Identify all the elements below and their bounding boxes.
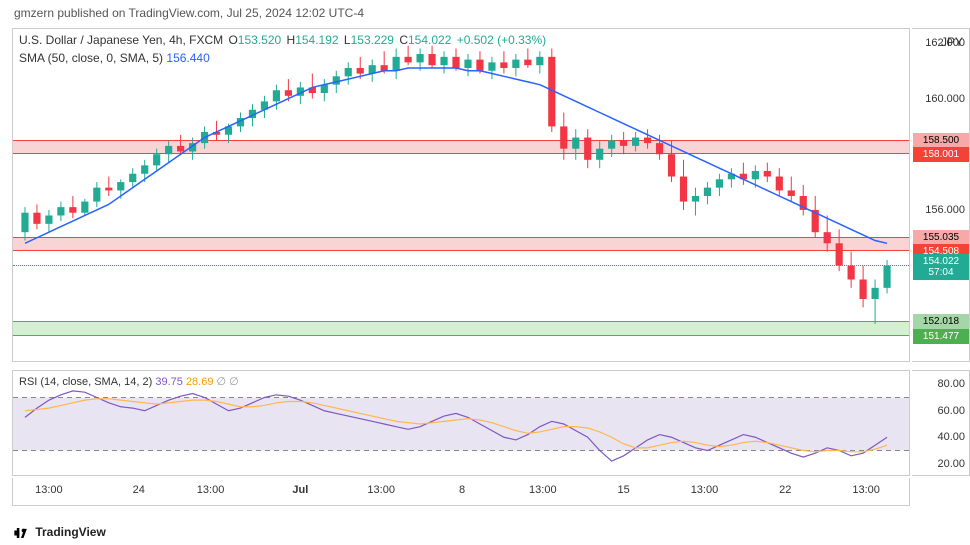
- rsi-tick-label: 20.00: [937, 458, 965, 470]
- x-tick-label: 24: [133, 484, 145, 496]
- publisher: gmzern: [14, 6, 54, 20]
- rsi-tick-label: 40.00: [937, 431, 965, 443]
- rsi-label: RSI (14, close, SMA, 14, 2): [19, 376, 152, 388]
- price-tag: 155.035: [913, 230, 969, 245]
- x-tick-label: 13:00: [367, 484, 395, 496]
- x-tick-label: 13:00: [691, 484, 719, 496]
- rsi-tick-label: 60.00: [937, 405, 965, 417]
- main-chart[interactable]: U.S. Dollar / Japanese Yen, 4h, FXCM O15…: [12, 28, 910, 362]
- publish-header: gmzern published on TradingView.com, Jul…: [14, 6, 364, 20]
- y-tick-label: 156.000: [925, 204, 965, 216]
- price-canvas: [13, 29, 909, 361]
- tradingview-logo-icon: [14, 528, 28, 538]
- symbol-title: U.S. Dollar / Japanese Yen, 4h, FXCM: [19, 33, 223, 47]
- sma-legend: SMA (50, close, 0, SMA, 5) 156.440: [19, 51, 210, 65]
- publish-date: Jul 25, 2024 12:02 UTC-4: [227, 6, 364, 20]
- x-tick-label: 13:00: [197, 484, 225, 496]
- price-tag: 154.02257:04: [913, 254, 969, 280]
- x-tick-label: Jul: [292, 484, 308, 496]
- brand-footer: TradingView: [14, 525, 106, 539]
- rsi-value-2: 28.69: [186, 376, 214, 388]
- rsi-chart[interactable]: RSI (14, close, SMA, 14, 2) 39.75 28.69 …: [12, 370, 910, 476]
- x-tick-label: 15: [618, 484, 630, 496]
- published-on: published on TradingView.com,: [57, 6, 223, 20]
- x-tick-label: 13:00: [852, 484, 880, 496]
- rsi-value-1: 39.75: [155, 376, 183, 388]
- sma-label: SMA (50, close, 0, SMA, 5): [19, 51, 163, 65]
- sma-value: 156.440: [166, 51, 209, 65]
- x-tick-label: 13:00: [35, 484, 63, 496]
- rsi-y-axis[interactable]: 80.00 60.00 40.00 20.00: [912, 370, 970, 476]
- price-tag: 158.001: [913, 147, 969, 162]
- price-tag: 152.018: [913, 314, 969, 329]
- rsi-nulls: ∅ ∅: [217, 376, 239, 388]
- y-tick-label: 160.000: [925, 93, 965, 105]
- x-tick-label: 8: [459, 484, 465, 496]
- price-tag: 158.500: [913, 133, 969, 148]
- y-tick-label: 162.000: [925, 37, 965, 49]
- x-tick-label: 22: [779, 484, 791, 496]
- time-x-axis[interactable]: 13:00 24 13:00 Jul 13:00 8 13:00 15 13:00 22 13:00: [12, 478, 910, 506]
- price-y-axis[interactable]: JPY 162.000160.000158.000156.000154.0001…: [912, 28, 970, 362]
- x-tick-label: 13:00: [529, 484, 557, 496]
- price-tag: 151.477: [913, 329, 969, 344]
- brand-text: TradingView: [35, 525, 105, 539]
- main-legend: U.S. Dollar / Japanese Yen, 4h, FXCM O15…: [19, 33, 550, 47]
- rsi-legend: RSI (14, close, SMA, 14, 2) 39.75 28.69 …: [19, 375, 239, 388]
- rsi-tick-label: 80.00: [937, 378, 965, 390]
